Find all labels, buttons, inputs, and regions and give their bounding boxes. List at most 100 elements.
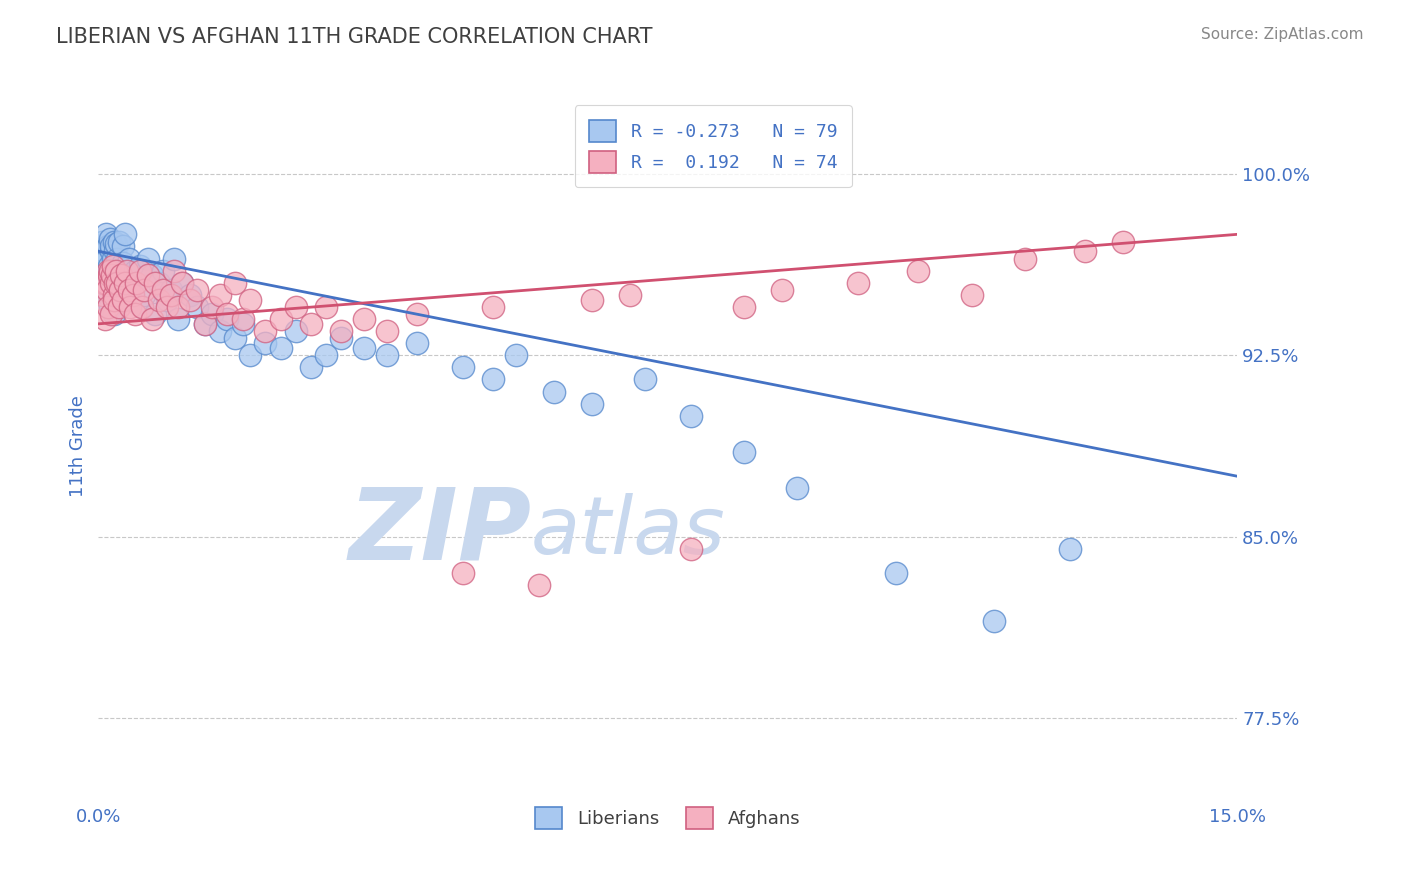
Point: [224, 276, 246, 290]
Point: [733, 445, 755, 459]
Point: [167, 300, 190, 314]
Point: [299, 360, 322, 375]
Point: [141, 312, 163, 326]
Point: [110, 276, 132, 290]
Point: [96, 239, 118, 253]
Point: [145, 276, 167, 290]
Point: [101, 259, 124, 273]
Point: [315, 348, 337, 362]
Point: [93, 244, 115, 259]
Point: [125, 276, 148, 290]
Point: [94, 312, 117, 326]
Point: [96, 293, 118, 307]
Point: [103, 276, 125, 290]
Point: [94, 263, 117, 277]
Point: [983, 615, 1005, 629]
Point: [97, 300, 120, 314]
Point: [117, 263, 139, 277]
Point: [1014, 252, 1036, 266]
Point: [100, 239, 122, 253]
Legend: Liberians, Afghans: Liberians, Afghans: [520, 793, 815, 844]
Point: [124, 307, 146, 321]
Point: [152, 263, 174, 277]
Point: [406, 336, 429, 351]
Point: [527, 578, 550, 592]
Point: [129, 263, 152, 277]
Point: [156, 300, 179, 314]
Point: [239, 348, 262, 362]
Point: [284, 324, 307, 338]
Point: [100, 244, 122, 259]
Point: [129, 259, 152, 273]
Y-axis label: 11th Grade: 11th Grade: [69, 395, 87, 497]
Point: [118, 283, 141, 297]
Point: [581, 293, 603, 307]
Point: [104, 276, 127, 290]
Point: [103, 288, 125, 302]
Point: [97, 268, 120, 283]
Point: [115, 288, 138, 302]
Text: LIBERIAN VS AFGHAN 11TH GRADE CORRELATION CHART: LIBERIAN VS AFGHAN 11TH GRADE CORRELATIO…: [56, 27, 652, 46]
Point: [208, 324, 231, 338]
Point: [111, 239, 134, 253]
Point: [136, 252, 159, 266]
Point: [132, 283, 155, 297]
Point: [254, 324, 277, 338]
Point: [406, 307, 429, 321]
Text: Source: ZipAtlas.com: Source: ZipAtlas.com: [1201, 27, 1364, 42]
Point: [1112, 235, 1135, 249]
Point: [254, 336, 277, 351]
Point: [1059, 541, 1081, 556]
Point: [375, 324, 398, 338]
Point: [451, 566, 474, 580]
Point: [224, 331, 246, 345]
Point: [299, 317, 322, 331]
Point: [375, 348, 398, 362]
Point: [770, 283, 793, 297]
Point: [217, 312, 239, 326]
Point: [330, 331, 353, 345]
Point: [201, 307, 224, 321]
Text: atlas: atlas: [531, 492, 725, 571]
Point: [96, 283, 118, 297]
Point: [1074, 244, 1097, 259]
Point: [482, 300, 505, 314]
Point: [107, 276, 129, 290]
Point: [679, 541, 702, 556]
Point: [96, 263, 118, 277]
Point: [121, 288, 143, 302]
Point: [107, 252, 129, 266]
Point: [786, 481, 808, 495]
Point: [505, 348, 527, 362]
Point: [179, 293, 201, 307]
Point: [232, 312, 254, 326]
Point: [451, 360, 474, 375]
Point: [93, 276, 115, 290]
Point: [148, 276, 170, 290]
Point: [634, 372, 657, 386]
Point: [581, 397, 603, 411]
Point: [167, 312, 190, 326]
Point: [270, 312, 292, 326]
Point: [194, 317, 217, 331]
Point: [907, 263, 929, 277]
Point: [101, 268, 124, 283]
Point: [103, 307, 125, 321]
Point: [91, 235, 114, 249]
Point: [141, 268, 163, 283]
Point: [103, 235, 125, 249]
Point: [733, 300, 755, 314]
Point: [94, 288, 117, 302]
Point: [201, 300, 224, 314]
Point: [120, 293, 142, 307]
Point: [482, 372, 505, 386]
Point: [131, 300, 153, 314]
Point: [131, 300, 153, 314]
Point: [330, 324, 353, 338]
Point: [960, 288, 983, 302]
Point: [103, 293, 125, 307]
Point: [101, 283, 124, 297]
Point: [110, 268, 132, 283]
Point: [121, 283, 143, 297]
Point: [148, 293, 170, 307]
